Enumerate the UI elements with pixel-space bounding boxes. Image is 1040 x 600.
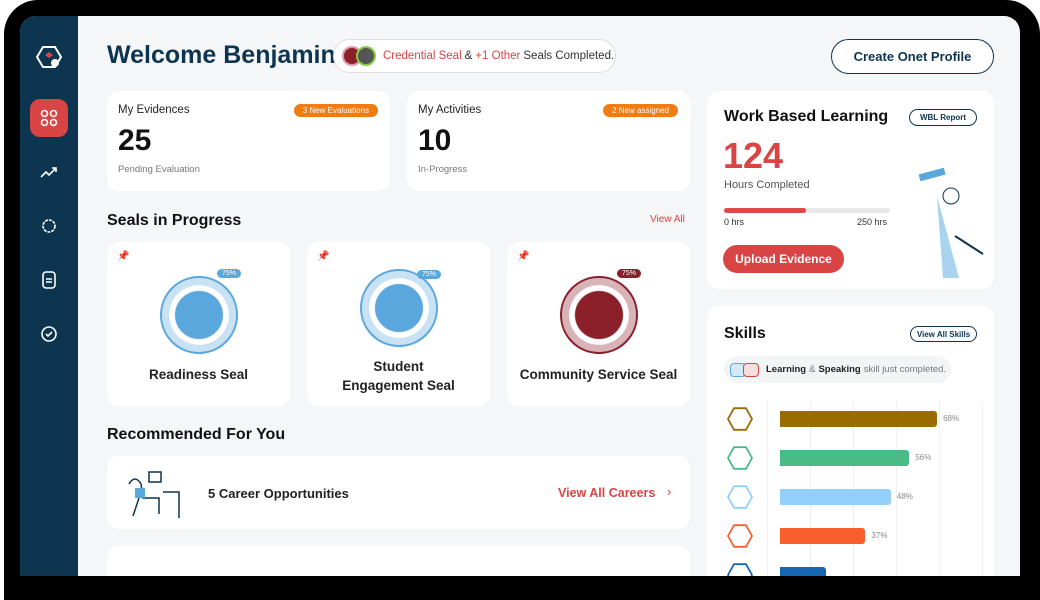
wbl-card: Work Based Learning WBL Report 124 Hours… (707, 91, 994, 289)
seal-badge-image (159, 276, 238, 354)
sub-label: In-Progress (418, 164, 468, 175)
learning-speaking-icons (730, 362, 759, 377)
progress-min: 0 hrs (724, 217, 745, 227)
skill-icon (727, 524, 753, 548)
skill-bar[interactable] (780, 450, 910, 466)
sidebar (20, 16, 78, 576)
app-screen: Welcome Benjamin! Credential Seal & +1 O… (20, 16, 1020, 576)
dashboard-grid-icon (40, 109, 58, 127)
seals-title: Seals in Progress (107, 212, 242, 229)
evidences-card[interactable]: My Evidences 3 New Evaluations 25 Pendin… (107, 91, 390, 191)
seal-completion-notice: Credential Seal & +1 Other Seals Complet… (333, 39, 616, 73)
skills-bar-chart: 68% 56% 48% 37% (707, 401, 994, 576)
skill-bar-label: 68% (943, 414, 960, 423)
wbl-report-button[interactable]: WBL Report (909, 109, 977, 126)
notice-text: skill just completed. (863, 364, 947, 375)
seal-card[interactable]: 📌 75% Readiness Seal (107, 242, 290, 406)
skill-icon (727, 407, 753, 431)
skill-completed-notice: Learning & Speaking skill just completed. (724, 356, 951, 383)
skill-bar[interactable] (780, 411, 938, 427)
amp: & (464, 50, 473, 62)
hours-label: Hours Completed (724, 179, 810, 191)
sidebar-item-trends[interactable] (30, 153, 68, 191)
skill-bar-label: 56% (915, 453, 932, 462)
clock-check-icon (41, 326, 57, 342)
hours-count: 124 (723, 135, 784, 176)
amp: & (809, 364, 816, 375)
student-telescope-illustration (918, 167, 984, 278)
view-all-careers-link[interactable]: View All Careers (558, 486, 656, 500)
skill-bar-label: 48% (896, 492, 913, 501)
skill-icon (727, 446, 753, 470)
wbl-title: Work Based Learning (724, 108, 889, 125)
progress-max: 250 hrs (857, 217, 888, 227)
welcome-title: Welcome Benjamin! (107, 41, 345, 69)
seal-progress: 75% (417, 270, 442, 279)
career-opportunities: 5 Career Opportunities (208, 486, 349, 501)
count: 25 (118, 124, 152, 157)
seal-name: Readiness Seal (148, 367, 249, 382)
person-at-desk-illustration (128, 471, 180, 518)
pin-icon[interactable]: 📌 (517, 251, 530, 262)
trend-up-icon (40, 167, 57, 178)
grid-line (767, 401, 768, 576)
seal-name: Student Engagement Seal (342, 359, 455, 393)
skill-b: Speaking (818, 364, 861, 375)
badge-icon (42, 219, 56, 233)
seal-progress: 75% (617, 269, 642, 278)
skill-icon (727, 485, 753, 509)
seal-badge-image (359, 269, 438, 347)
count: 10 (418, 124, 452, 157)
skill-bar[interactable] (780, 489, 891, 505)
activities-card[interactable]: My Activities 2 New assigned 10 In-Progr… (407, 91, 690, 191)
skill-icon (727, 563, 753, 576)
grid-line (982, 401, 983, 576)
seal-name: Community Service Seal (519, 367, 678, 382)
seal-progress: 75% (217, 269, 242, 278)
logo-hex-icon[interactable] (30, 38, 68, 76)
skill-a: Learning (766, 364, 807, 375)
sidebar-item-dashboard[interactable] (30, 99, 68, 137)
hours-progress-bar (724, 208, 890, 213)
seal-name: Credential Seal (383, 50, 462, 62)
seal-badges-icon (342, 46, 376, 66)
new-badge: 2 New assigned (603, 104, 678, 117)
card-title: My Evidences (118, 104, 190, 116)
pin-icon[interactable]: 📌 (317, 251, 330, 262)
create-onet-profile-button[interactable]: Create Onet Profile (831, 39, 994, 74)
seal-badge-image (559, 276, 638, 354)
sidebar-item-documents[interactable] (30, 261, 68, 299)
recommended-title: Recommended For You (107, 426, 286, 443)
notice-text: Seals Completed. (523, 50, 615, 62)
career-card[interactable]: 5 Career Opportunities View All Careers … (107, 456, 690, 529)
view-all-skills-button[interactable]: View All Skills (910, 326, 977, 342)
skill-bar[interactable] (780, 528, 866, 544)
skills-title: Skills (724, 325, 766, 342)
recommended-card-2[interactable] (107, 546, 690, 576)
card-title: My Activities (418, 104, 482, 116)
grid-line (896, 401, 897, 576)
seals-view-all-link[interactable]: View All (650, 214, 685, 225)
pin-icon[interactable]: 📌 (117, 251, 130, 262)
seal-card[interactable]: 📌 75% Community Service Seal (507, 242, 690, 406)
new-badge: 3 New Evaluations (293, 104, 378, 117)
seal-card[interactable]: 📌 75% Student Engagement Seal (307, 242, 490, 406)
skill-bar-label: 37% (871, 531, 888, 540)
grid-line (939, 401, 940, 576)
other-seals: +1 Other (475, 50, 521, 62)
upload-evidence-button[interactable]: Upload Evidence (723, 245, 844, 273)
grid-line (810, 401, 811, 576)
sidebar-item-progress[interactable] (30, 315, 68, 353)
sidebar-item-badges[interactable] (30, 207, 68, 245)
grid-line (853, 401, 854, 576)
document-icon (42, 271, 56, 289)
chevron-right-icon[interactable]: › (667, 484, 672, 499)
skills-card: Skills View All Skills Learning & Speaking… (707, 306, 994, 576)
sub-label: Pending Evaluation (118, 164, 200, 175)
